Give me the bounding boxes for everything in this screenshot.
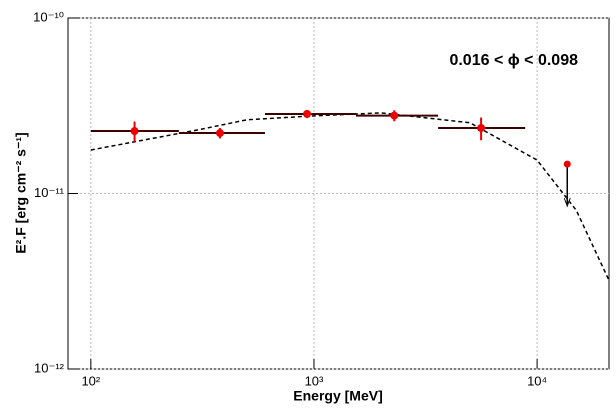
y-tick-label: 10⁻¹⁰: [33, 9, 64, 24]
upper-limit-arrowhead: [563, 197, 571, 208]
model-curve: [90, 112, 610, 281]
x-tick-label: 10²: [81, 373, 100, 388]
y-axis-label: E².F [erg cm⁻² s⁻¹]: [13, 132, 29, 253]
data-point: [477, 124, 486, 133]
data-point: [303, 109, 312, 118]
annotation: 0.016 < ϕ < 0.098: [449, 52, 578, 69]
upper-limit-point: [563, 160, 571, 168]
y-tick-label: 10⁻¹²: [34, 360, 65, 375]
x-tick-label: 10⁴: [527, 373, 547, 388]
data-point: [390, 111, 399, 120]
x-tick-label: 10³: [305, 373, 324, 388]
data-point: [130, 127, 139, 136]
x-axis-label: Energy [MeV]: [293, 388, 382, 404]
data-point: [215, 129, 224, 138]
y-tick-label: 10⁻¹¹: [34, 185, 65, 200]
